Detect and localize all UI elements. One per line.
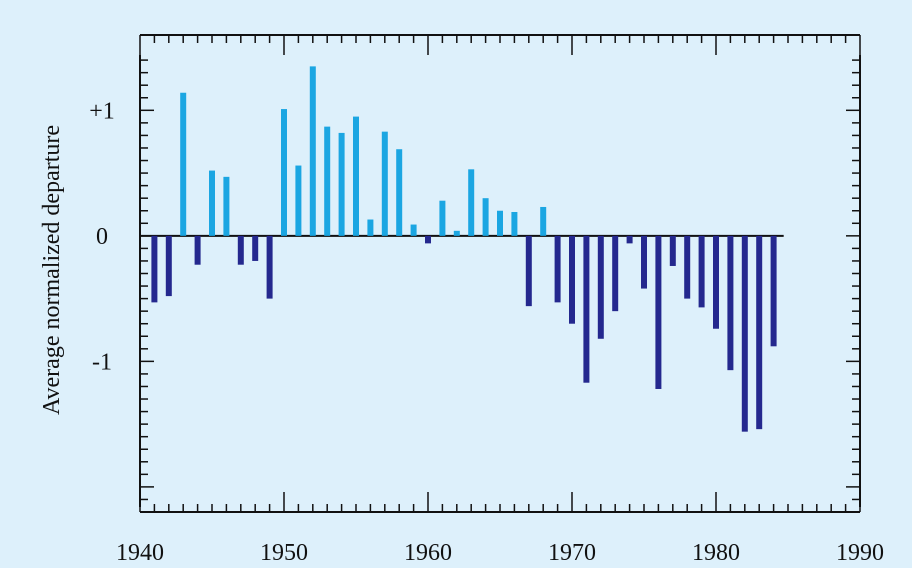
bar	[425, 235, 431, 244]
bar	[741, 235, 748, 432]
bar	[655, 235, 662, 389]
bar	[569, 235, 575, 324]
bar	[511, 211, 518, 236]
bar	[698, 235, 705, 308]
bar	[597, 235, 604, 339]
bar	[367, 219, 374, 236]
bar	[281, 109, 287, 236]
bar	[583, 235, 590, 383]
bar	[237, 235, 244, 265]
bar	[626, 235, 633, 244]
x-tick-label: 1960	[404, 540, 452, 566]
bar	[410, 224, 417, 236]
bar	[194, 235, 201, 265]
bar	[151, 235, 158, 303]
bar	[756, 235, 763, 430]
bar	[684, 235, 691, 299]
bar	[338, 132, 345, 236]
bar	[770, 235, 777, 347]
bar	[497, 210, 503, 236]
bar	[669, 235, 676, 266]
x-tick-label: 1970	[548, 540, 596, 566]
x-tick-label: 1940	[116, 540, 164, 566]
bar	[324, 126, 331, 236]
y-tick-label: -1	[92, 349, 112, 375]
y-tick-label: 0	[96, 224, 108, 250]
bar	[381, 131, 388, 236]
bar	[554, 235, 561, 303]
bar	[468, 169, 475, 236]
bar	[727, 235, 734, 371]
bar	[641, 235, 647, 289]
bar	[209, 170, 215, 236]
x-tick-label: 1980	[692, 540, 740, 566]
bar	[165, 235, 172, 297]
bar	[295, 165, 302, 236]
bar	[180, 92, 187, 236]
x-tick-label: 1950	[260, 540, 308, 566]
bar	[439, 200, 446, 236]
bar	[525, 235, 532, 307]
bar	[309, 66, 316, 236]
bar	[453, 230, 460, 236]
bar	[353, 116, 359, 236]
bar	[713, 235, 719, 329]
bar	[266, 235, 273, 299]
x-tick-label: 1990	[836, 540, 884, 566]
y-axis-label: Average normalized departure	[39, 125, 65, 415]
bar	[396, 149, 403, 236]
bar	[223, 176, 230, 236]
bar	[252, 235, 259, 261]
y-tick-label: +1	[89, 98, 115, 124]
bar	[540, 206, 547, 236]
bar	[612, 235, 619, 312]
bar	[482, 198, 489, 236]
